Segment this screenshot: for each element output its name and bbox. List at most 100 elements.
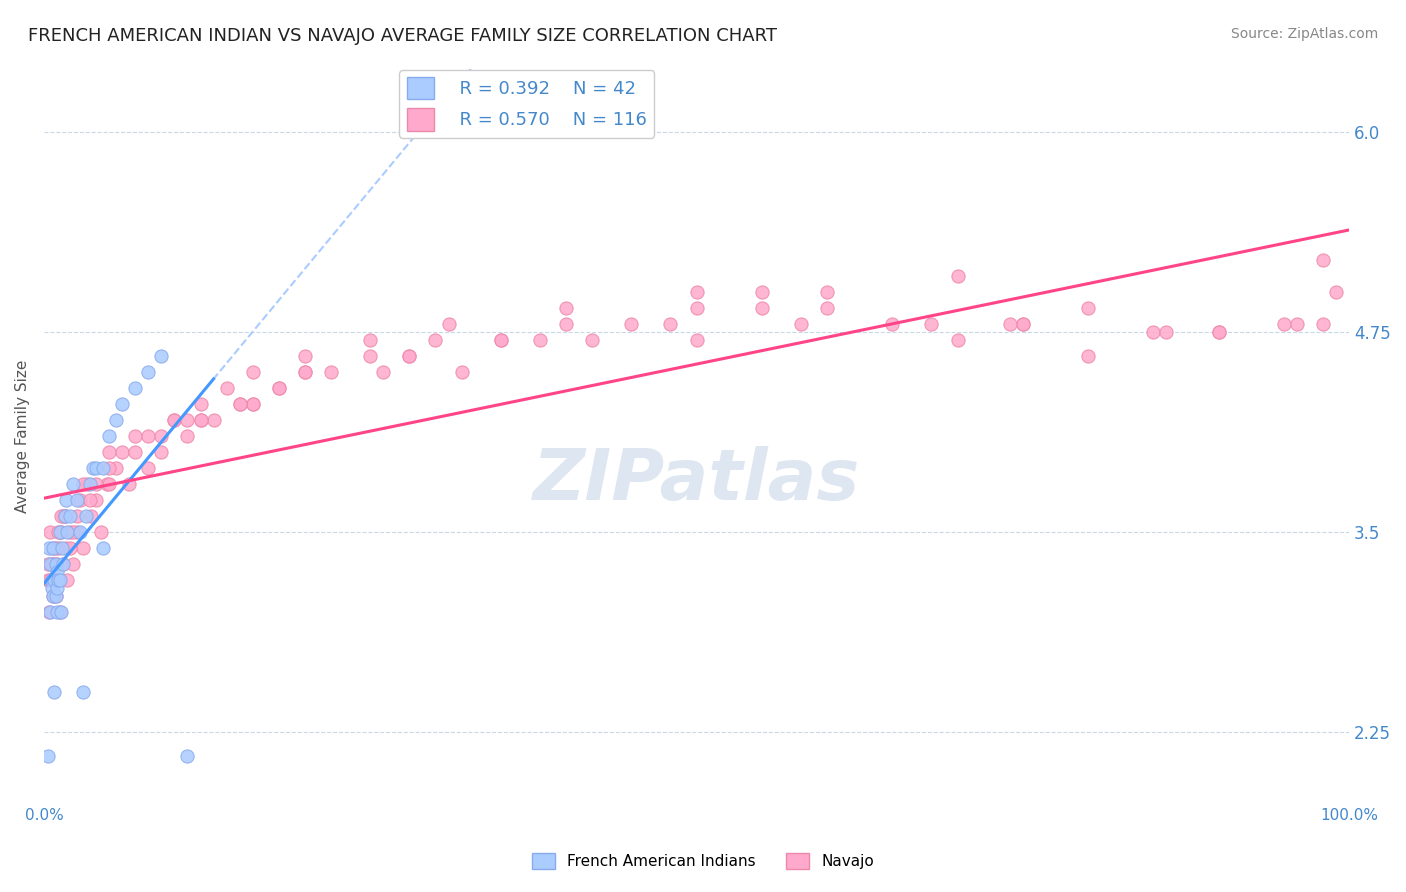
Point	[44, 557, 66, 571]
Point	[59, 541, 82, 555]
Point	[998, 317, 1021, 331]
Point	[69, 524, 91, 539]
Point	[65, 508, 87, 523]
Point	[242, 397, 264, 411]
Point	[1285, 317, 1308, 331]
Point	[82, 461, 104, 475]
Point	[176, 413, 198, 427]
Point	[111, 445, 134, 459]
Point	[1324, 285, 1347, 300]
Point	[555, 301, 578, 316]
Point	[555, 317, 578, 331]
Point	[49, 524, 72, 539]
Point	[294, 349, 316, 363]
Point	[41, 573, 63, 587]
Point	[1272, 317, 1295, 331]
Point	[42, 541, 65, 555]
Point	[76, 477, 98, 491]
Point	[84, 493, 107, 508]
Point	[815, 285, 838, 300]
Point	[52, 557, 75, 571]
Point	[79, 477, 101, 491]
Point	[41, 557, 63, 571]
Point	[398, 349, 420, 363]
Point	[1011, 317, 1033, 331]
Point	[437, 317, 460, 331]
Point	[84, 461, 107, 475]
Point	[45, 589, 67, 603]
Point	[920, 317, 942, 331]
Point	[136, 461, 159, 475]
Point	[228, 397, 250, 411]
Point	[163, 413, 186, 427]
Point	[98, 445, 121, 459]
Point	[48, 524, 70, 539]
Point	[1208, 325, 1230, 339]
Point	[1156, 325, 1178, 339]
Point	[62, 524, 84, 539]
Point	[96, 477, 118, 491]
Point	[42, 589, 65, 603]
Point	[176, 748, 198, 763]
Point	[685, 301, 707, 316]
Point	[1312, 253, 1334, 268]
Point	[398, 349, 420, 363]
Point	[55, 493, 77, 508]
Point	[425, 333, 447, 347]
Point	[176, 429, 198, 443]
Point	[79, 493, 101, 508]
Point	[39, 524, 62, 539]
Point	[45, 589, 67, 603]
Point	[53, 508, 76, 523]
Point	[55, 541, 77, 555]
Point	[98, 477, 121, 491]
Point	[62, 557, 84, 571]
Text: ZIPatlas: ZIPatlas	[533, 446, 860, 515]
Point	[65, 524, 87, 539]
Point	[56, 524, 79, 539]
Point	[790, 317, 813, 331]
Point	[75, 508, 97, 523]
Point	[37, 557, 59, 571]
Point	[190, 413, 212, 427]
Point	[45, 541, 67, 555]
Text: FRENCH AMERICAN INDIAN VS NAVAJO AVERAGE FAMILY SIZE CORRELATION CHART: FRENCH AMERICAN INDIAN VS NAVAJO AVERAGE…	[28, 27, 778, 45]
Point	[529, 333, 551, 347]
Point	[581, 333, 603, 347]
Point	[450, 365, 472, 379]
Point	[1142, 325, 1164, 339]
Point	[124, 445, 146, 459]
Point	[190, 397, 212, 411]
Point	[39, 605, 62, 619]
Point	[44, 573, 66, 587]
Point	[489, 333, 512, 347]
Point	[815, 301, 838, 316]
Legend:   R = 0.392    N = 42,   R = 0.570    N = 116: R = 0.392 N = 42, R = 0.570 N = 116	[399, 70, 654, 137]
Point	[72, 541, 94, 555]
Point	[37, 573, 59, 587]
Point	[52, 508, 75, 523]
Point	[620, 317, 643, 331]
Point	[190, 413, 212, 427]
Point	[882, 317, 904, 331]
Point	[72, 477, 94, 491]
Point	[46, 573, 69, 587]
Point	[91, 541, 114, 555]
Point	[48, 524, 70, 539]
Point	[59, 508, 82, 523]
Point	[52, 557, 75, 571]
Point	[53, 508, 76, 523]
Point	[98, 461, 121, 475]
Point	[98, 429, 121, 443]
Point	[751, 285, 773, 300]
Point	[59, 524, 82, 539]
Point	[124, 381, 146, 395]
Point	[69, 493, 91, 508]
Point	[62, 477, 84, 491]
Point	[45, 581, 67, 595]
Point	[359, 349, 381, 363]
Point	[49, 605, 72, 619]
Point	[294, 365, 316, 379]
Point	[1312, 317, 1334, 331]
Point	[46, 541, 69, 555]
